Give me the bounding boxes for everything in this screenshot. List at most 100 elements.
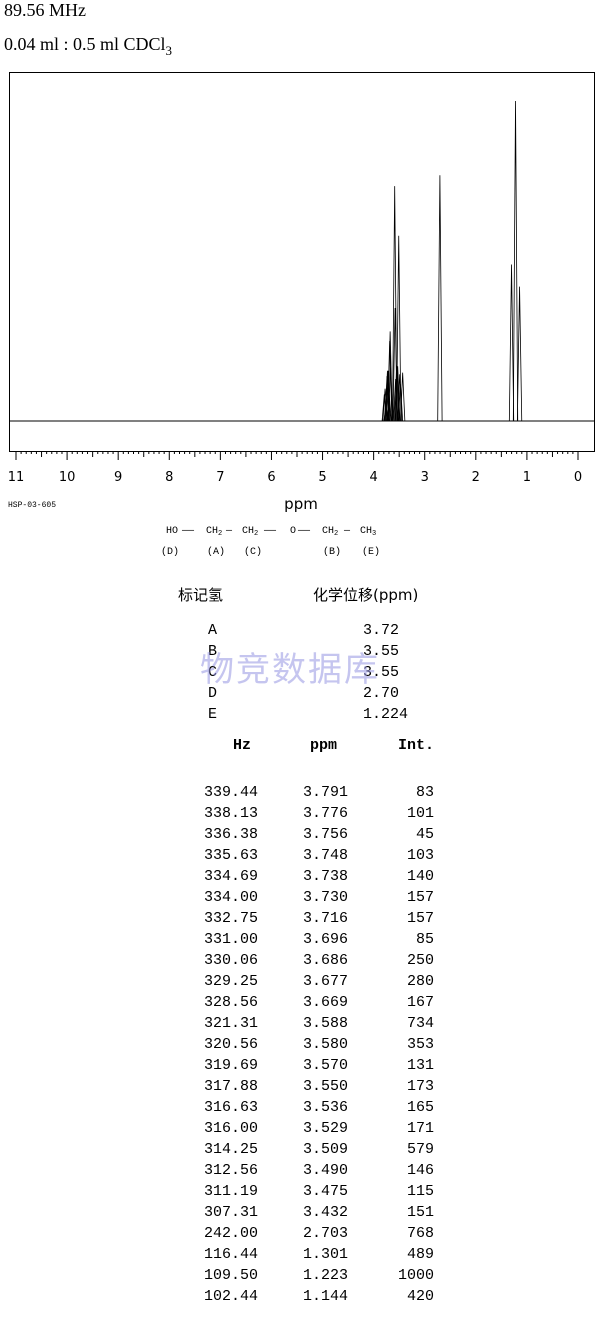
peak-intensity: 165 xyxy=(406,1099,434,1116)
assignment-label: C xyxy=(208,664,218,681)
struct-label-e: (E) xyxy=(362,547,381,558)
assignment-shift: 2.70 xyxy=(363,685,400,702)
peak-hz: 336.38 xyxy=(203,826,258,843)
peak-ppm: 3.776 xyxy=(302,805,348,822)
table-row: 335.63 3.748 103 xyxy=(190,847,450,868)
assignment-header-label: 标记氢 xyxy=(178,586,224,604)
assignment-shift: 1.224 xyxy=(363,706,409,723)
sample-ratio: 0.04 ml : 0.5 ml CDCl xyxy=(4,34,166,54)
peak-ppm: 3.730 xyxy=(302,889,348,906)
peak-hz: 316.00 xyxy=(203,1120,258,1137)
peak-ppm: 3.536 xyxy=(302,1099,348,1116)
peak-ppm: 3.716 xyxy=(302,910,348,927)
peak-hz: 338.13 xyxy=(203,805,258,822)
peak-intensity: 146 xyxy=(406,1162,434,1179)
table-row: 317.88 3.550 173 xyxy=(190,1078,450,1099)
table-row: 332.75 3.716 157 xyxy=(190,910,450,931)
nmr-spectrum-chart: 11 10 9 8 7 6 5 4 3 2 1 0 ppm xyxy=(8,72,595,513)
peak-intensity: 353 xyxy=(406,1036,434,1053)
table-row: 328.56 3.669 167 xyxy=(190,994,450,1015)
struct-ch2-a-sub: 2 xyxy=(218,530,223,538)
peak-ppm: 3.791 xyxy=(302,784,348,801)
x-tick-label: 7 xyxy=(216,470,224,485)
struct-label-c: (C) xyxy=(244,547,263,558)
x-tick-label: 11 xyxy=(8,470,25,485)
peak-hz: 102.44 xyxy=(203,1288,258,1305)
table-row: 331.00 3.696 85 xyxy=(190,931,450,952)
peak-ppm: 2.703 xyxy=(302,1225,348,1242)
peak-ppm: 3.748 xyxy=(302,847,348,864)
struct-ch3-e-sub: 3 xyxy=(372,530,377,538)
peak-table-header-hz: Hz xyxy=(233,737,252,754)
peak-intensity: 768 xyxy=(406,1225,434,1242)
x-tick-label: 1 xyxy=(523,470,531,485)
peak-hz: 307.31 xyxy=(203,1204,258,1221)
peak-intensity: 83 xyxy=(415,784,434,801)
peak-intensity: 579 xyxy=(406,1141,434,1158)
bond-5: — xyxy=(344,526,351,537)
peak-intensity: 157 xyxy=(406,910,434,927)
assignment-label: B xyxy=(208,643,218,660)
assignment-label: D xyxy=(208,685,218,702)
peak-ppm: 3.738 xyxy=(302,868,348,885)
spectrum-peak xyxy=(516,286,523,422)
peak-intensity: 734 xyxy=(406,1015,434,1032)
peak-ppm: 3.550 xyxy=(302,1078,348,1095)
spectrum-peak xyxy=(400,372,406,422)
spectrometer-frequency: 89.56 MHz xyxy=(4,0,86,20)
peak-intensity: 157 xyxy=(406,889,434,906)
peak-ppm: 3.529 xyxy=(302,1120,348,1137)
peak-table-header-int: Int. xyxy=(398,737,435,754)
peak-intensity: 45 xyxy=(415,826,434,843)
peak-hz: 242.00 xyxy=(203,1225,258,1242)
table-row: 307.31 3.432 151 xyxy=(190,1204,450,1225)
struct-ch3-e: CH3 xyxy=(360,526,376,538)
peak-intensity: 140 xyxy=(406,868,434,885)
bond-4: —— xyxy=(298,526,311,537)
peak-ppm: 3.475 xyxy=(302,1183,348,1200)
spectrum-peak xyxy=(508,264,515,422)
peak-hz: 332.75 xyxy=(203,910,258,927)
x-tick-label: 6 xyxy=(267,470,275,485)
struct-ch2-b-sub: 2 xyxy=(334,530,339,538)
x-tick-label: 3 xyxy=(421,470,429,485)
table-row: 330.06 3.686 250 xyxy=(190,952,450,973)
table-row: 116.44 1.301 489 xyxy=(190,1246,450,1267)
bond-1: —— xyxy=(182,526,195,537)
sample-subscript: 3 xyxy=(165,43,173,58)
table-row: 334.69 3.738 140 xyxy=(190,868,450,889)
sample-info: 0.04 ml : 0.5 ml CDCl3 xyxy=(4,34,172,59)
peak-intensity: 280 xyxy=(406,973,434,990)
table-row: 320.56 3.580 353 xyxy=(190,1036,450,1057)
table-row: 319.69 3.570 131 xyxy=(190,1057,450,1078)
table-row: 339.44 3.791 83 xyxy=(190,784,450,805)
spectrum-code: HSP-03-605 xyxy=(8,501,57,510)
spectrum-peak xyxy=(437,175,443,422)
peak-intensity: 103 xyxy=(406,847,434,864)
peak-ppm: 3.686 xyxy=(302,952,348,969)
table-row: 316.63 3.536 165 xyxy=(190,1099,450,1120)
struct-ch2-b-ch: CH xyxy=(322,526,335,537)
plot-frame xyxy=(9,72,595,452)
peak-intensity: 131 xyxy=(406,1057,434,1074)
x-axis-label: ppm xyxy=(284,495,318,513)
peak-hz: 328.56 xyxy=(203,994,258,1011)
struct-ch2-c-ch: CH xyxy=(242,526,255,537)
peak-ppm: 3.696 xyxy=(302,931,348,948)
table-row: 311.19 3.475 115 xyxy=(190,1183,450,1204)
peak-intensity: 101 xyxy=(406,805,434,822)
x-tick-label: 2 xyxy=(472,470,480,485)
peak-hz: 334.69 xyxy=(203,868,258,885)
peak-intensity: 85 xyxy=(415,931,434,948)
table-row: 242.00 2.703 768 xyxy=(190,1225,450,1246)
peak-intensity: 167 xyxy=(406,994,434,1011)
peak-intensity: 489 xyxy=(406,1246,434,1263)
peak-table-header-ppm: ppm xyxy=(310,737,338,754)
table-row: 109.50 1.223 1000 xyxy=(190,1267,450,1288)
peak-ppm: 1.223 xyxy=(302,1267,348,1284)
x-tick-label: 0 xyxy=(574,470,582,485)
x-tick-label: 8 xyxy=(165,470,173,485)
table-row: 312.56 3.490 146 xyxy=(190,1162,450,1183)
struct-ch2-c: CH2 xyxy=(242,526,258,538)
x-tick-label: 4 xyxy=(369,470,377,485)
